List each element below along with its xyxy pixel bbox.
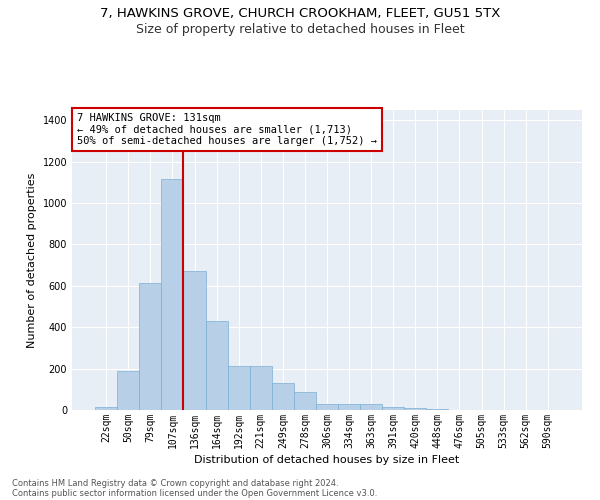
Bar	[382, 407, 404, 410]
Bar	[250, 366, 272, 410]
Text: 7 HAWKINS GROVE: 131sqm
← 49% of detached houses are smaller (1,713)
50% of semi: 7 HAWKINS GROVE: 131sqm ← 49% of detache…	[77, 113, 377, 146]
Bar	[427, 409, 448, 410]
Bar	[206, 321, 227, 410]
Text: Contains public sector information licensed under the Open Government Licence v3: Contains public sector information licen…	[12, 488, 377, 498]
X-axis label: Distribution of detached houses by size in Fleet: Distribution of detached houses by size …	[194, 455, 460, 465]
Bar	[316, 404, 338, 410]
Bar	[272, 383, 294, 410]
Text: Contains HM Land Registry data © Crown copyright and database right 2024.: Contains HM Land Registry data © Crown c…	[12, 478, 338, 488]
Y-axis label: Number of detached properties: Number of detached properties	[27, 172, 37, 348]
Bar	[360, 404, 382, 410]
Bar	[139, 283, 161, 410]
Bar	[294, 392, 316, 410]
Bar	[117, 370, 139, 410]
Bar	[161, 180, 184, 410]
Text: 7, HAWKINS GROVE, CHURCH CROOKHAM, FLEET, GU51 5TX: 7, HAWKINS GROVE, CHURCH CROOKHAM, FLEET…	[100, 8, 500, 20]
Bar	[184, 272, 206, 410]
Bar	[95, 407, 117, 410]
Text: Size of property relative to detached houses in Fleet: Size of property relative to detached ho…	[136, 22, 464, 36]
Bar	[338, 404, 360, 410]
Bar	[404, 408, 427, 410]
Bar	[227, 366, 250, 410]
